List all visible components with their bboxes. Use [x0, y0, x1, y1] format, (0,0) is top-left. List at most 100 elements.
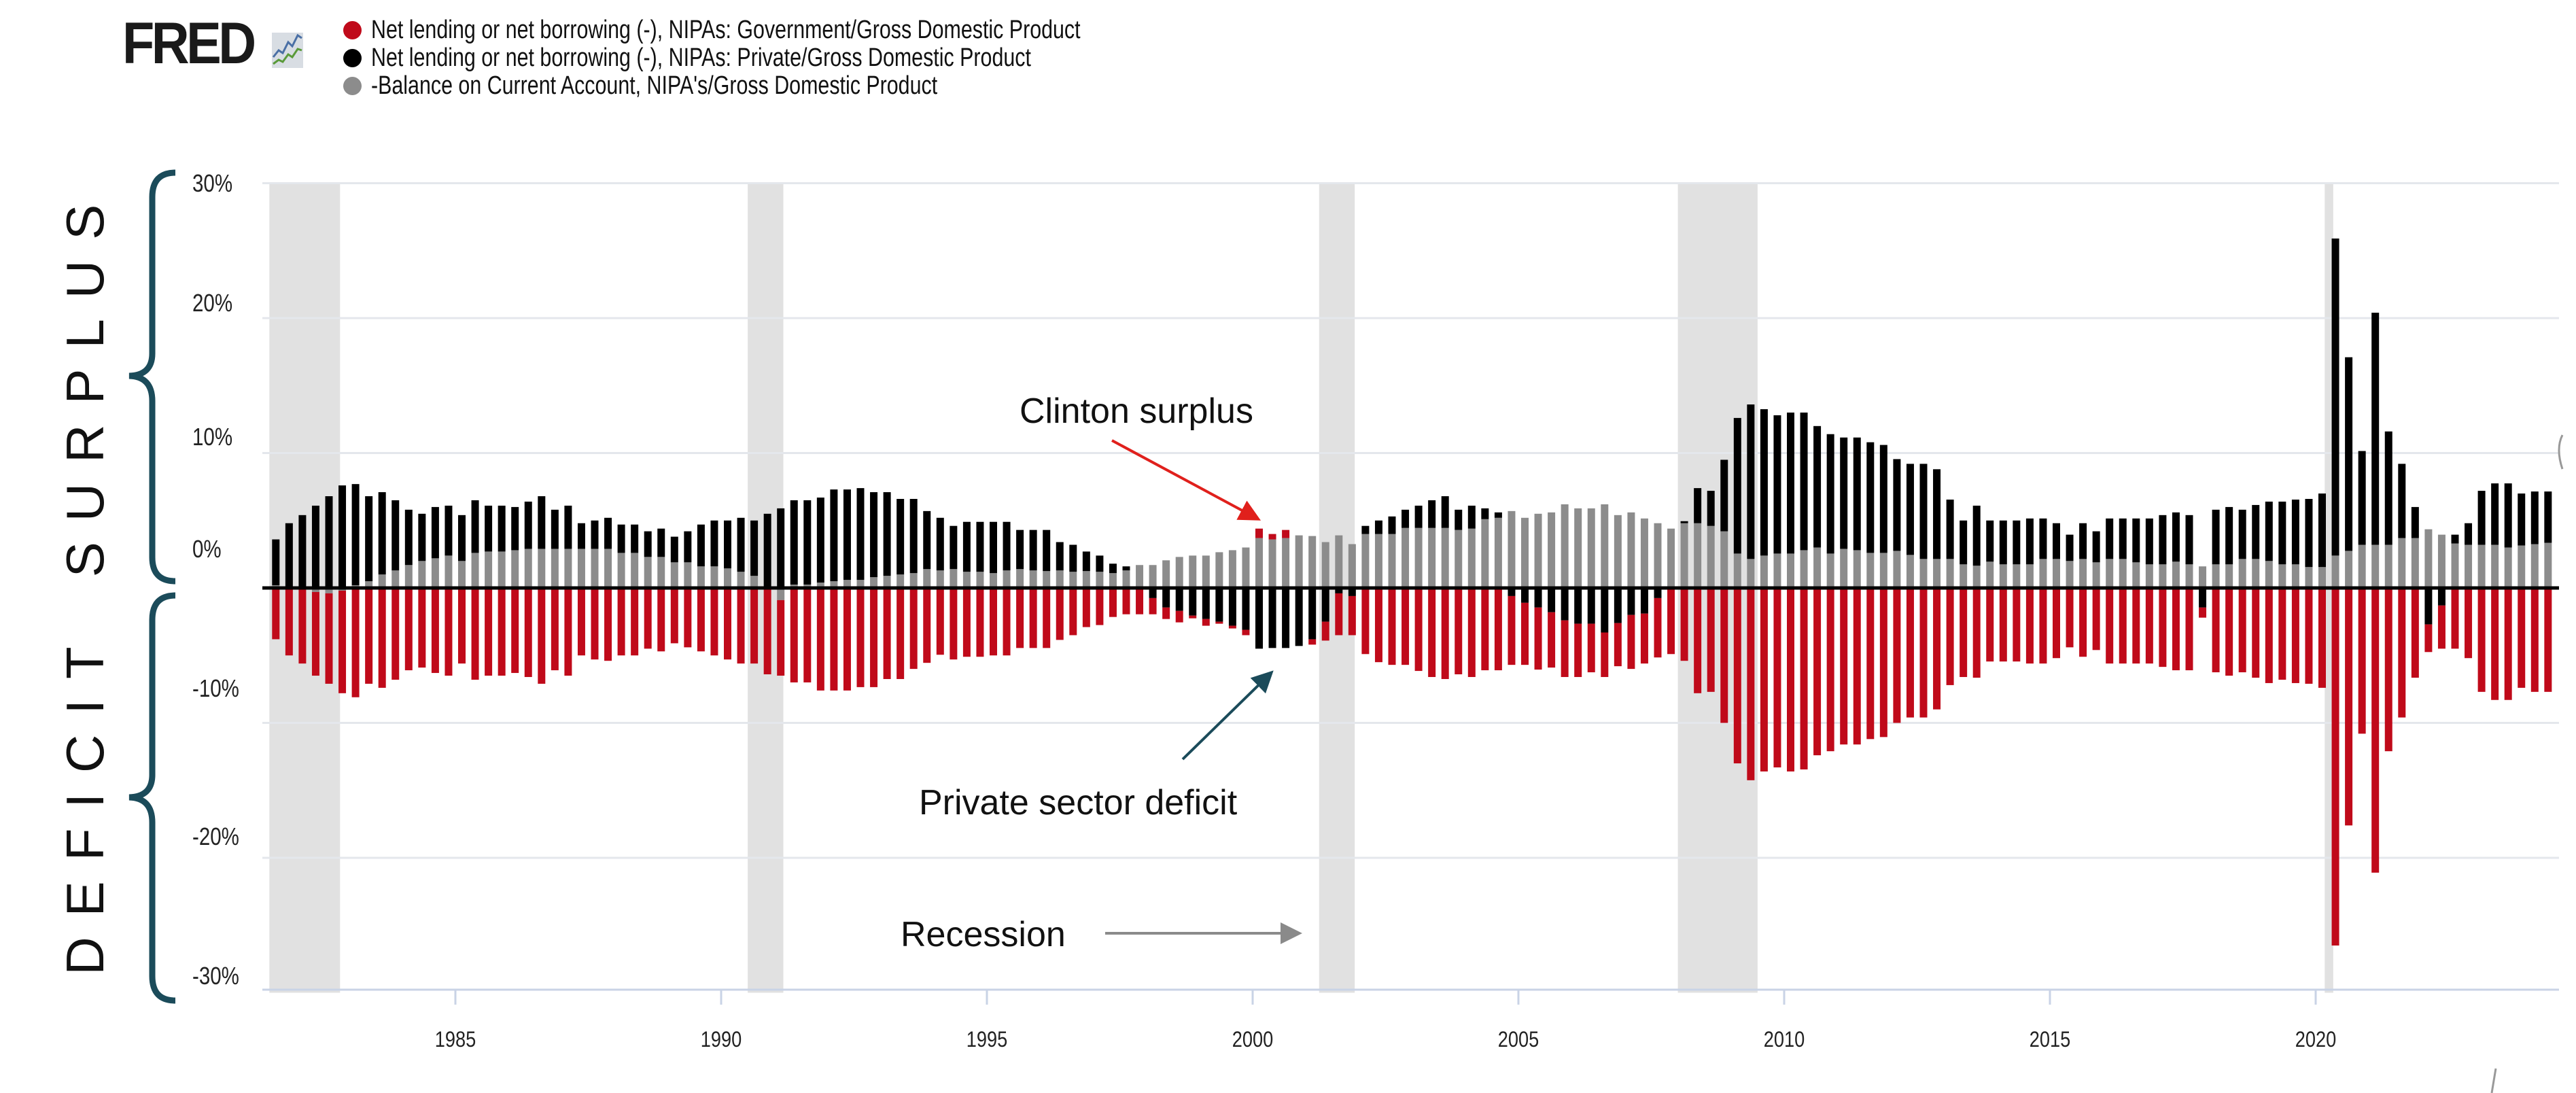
- government-bar: [710, 588, 718, 656]
- private-bar: [2530, 491, 2539, 544]
- current-account-bar: [2291, 564, 2299, 588]
- government-bar: [551, 588, 559, 671]
- government-bar: [1202, 619, 1210, 626]
- current-account-bar: [1242, 547, 1250, 588]
- current-account-bar: [1906, 555, 1914, 588]
- private-bar: [1893, 459, 1901, 551]
- private-bar: [1521, 588, 1529, 603]
- government-bar: [1175, 610, 1183, 623]
- government-bar: [338, 590, 347, 693]
- government-bar: [1760, 588, 1768, 771]
- current-account-bar: [1574, 508, 1582, 588]
- current-account-bar: [1773, 553, 1781, 588]
- private-bar: [2225, 506, 2233, 565]
- current-account-bar: [1321, 542, 1329, 588]
- current-account-bar: [2305, 567, 2313, 588]
- private-bar: [1707, 491, 1715, 526]
- government-bar: [311, 591, 319, 676]
- private-bar: [1109, 563, 1117, 574]
- y-tick-label: 0%: [192, 535, 222, 562]
- private-bar: [1295, 588, 1303, 646]
- government-bar: [1029, 588, 1037, 648]
- current-account-bar: [1082, 571, 1090, 588]
- current-account-bar: [1521, 517, 1529, 588]
- private-bar: [1640, 588, 1648, 614]
- government-bar: [351, 588, 360, 697]
- private-bar: [591, 520, 599, 549]
- government-bar: [1826, 588, 1834, 752]
- current-account-bar: [1202, 555, 1210, 588]
- private-bar: [2238, 509, 2246, 559]
- current-account-bar: [2172, 561, 2180, 588]
- current-account-bar: [1162, 560, 1170, 588]
- current-account-bar: [1308, 536, 1317, 588]
- private-bar: [1455, 509, 1463, 530]
- private-bar: [1694, 488, 1702, 523]
- government-bar: [1787, 588, 1794, 771]
- government-bar: [763, 588, 771, 675]
- government-bar: [1893, 588, 1901, 723]
- private-bar: [1003, 521, 1011, 571]
- government-bar: [2530, 588, 2539, 692]
- private-bar: [564, 505, 572, 549]
- government-bar: [2544, 588, 2552, 692]
- current-account-bar: [2518, 545, 2526, 588]
- government-bar: [830, 588, 838, 691]
- government-bar: [2504, 588, 2512, 700]
- government-bar: [2465, 588, 2473, 659]
- current-account-bar: [1999, 564, 2007, 588]
- government-bar: [1494, 588, 1502, 671]
- private-bar: [1149, 588, 1157, 598]
- current-account-bar: [1069, 572, 1077, 588]
- private-bar: [2465, 523, 2473, 545]
- private-bar: [1720, 459, 1728, 532]
- government-bar: [2185, 588, 2193, 671]
- current-account-bar: [1893, 551, 1901, 588]
- private-bar: [2172, 512, 2180, 562]
- gridlines: [262, 182, 2559, 859]
- private-bar: [298, 515, 307, 588]
- current-account-bar: [1215, 552, 1223, 588]
- current-account-bar: [1919, 559, 1928, 588]
- private-bar: [2437, 588, 2446, 606]
- surplus-brace: [128, 169, 176, 585]
- current-account-bar: [617, 553, 625, 588]
- current-account-bar: [2053, 559, 2060, 588]
- private-bar: [2265, 501, 2273, 561]
- current-account-bar: [2185, 564, 2193, 588]
- government-bar: [2092, 588, 2100, 650]
- government-bar: [1228, 625, 1236, 629]
- government-bar: [1321, 621, 1329, 641]
- y-tick-label: -30%: [192, 962, 239, 989]
- private-bar: [1680, 521, 1688, 523]
- current-account-bar: [1787, 553, 1794, 588]
- private-bar: [1933, 469, 1941, 559]
- current-account-bar: [1640, 518, 1648, 588]
- private-bar: [1414, 505, 1423, 528]
- government-bar: [378, 588, 386, 688]
- current-account-bar: [777, 588, 785, 600]
- current-account-bar: [1268, 539, 1276, 588]
- government-bar: [1056, 588, 1064, 640]
- government-bar: [1614, 623, 1622, 667]
- current-account-bar: [1879, 553, 1887, 588]
- legend-item-government[interactable]: Net lending or net borrowing (-), NIPAs:…: [343, 16, 1257, 44]
- government-bar: [1986, 588, 1994, 662]
- current-account-bar: [1813, 547, 1822, 588]
- y-tick-label: -20%: [192, 822, 239, 850]
- private-bar: [1627, 588, 1635, 615]
- government-bar: [816, 588, 824, 691]
- current-account-bar: [365, 581, 373, 588]
- private-bar: [803, 500, 812, 585]
- current-account-bar: [524, 549, 532, 588]
- y-tick-label: 10%: [192, 423, 232, 450]
- private-bar: [923, 510, 931, 570]
- current-account-bar: [2145, 564, 2153, 588]
- current-account-bar: [2437, 534, 2446, 588]
- current-account-bar: [1853, 550, 1861, 588]
- current-account-bar: [976, 572, 984, 588]
- legend-item-private[interactable]: Net lending or net borrowing (-), NIPAs:…: [343, 44, 1257, 72]
- private-bar: [2291, 499, 2299, 565]
- government-bar: [909, 588, 918, 670]
- legend-item-current-account[interactable]: -Balance on Current Account, NIPA's/Gros…: [343, 71, 1257, 100]
